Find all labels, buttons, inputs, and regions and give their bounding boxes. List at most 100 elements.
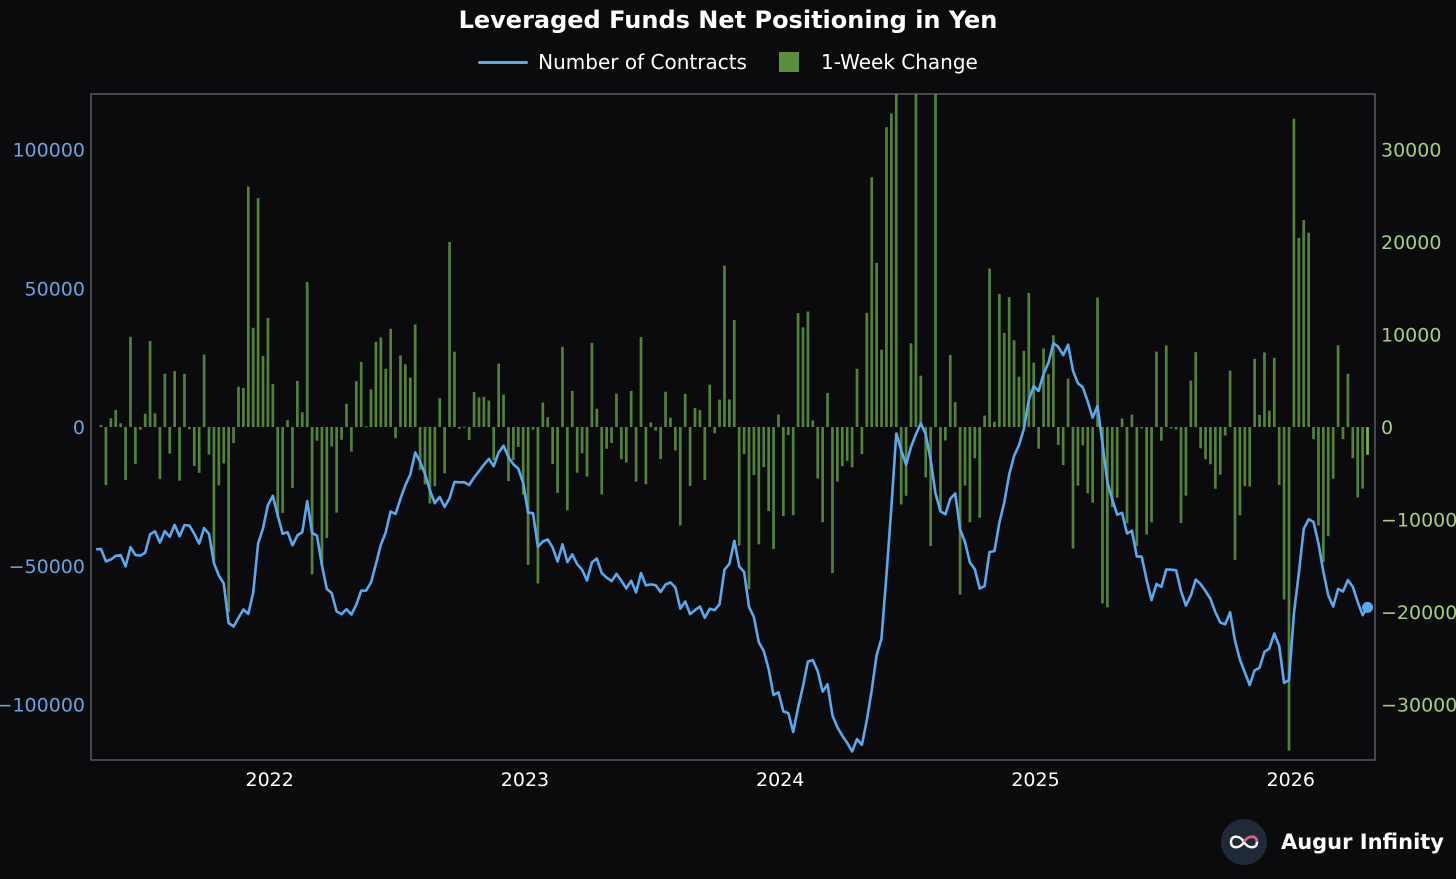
left-axis-tick-label: 100000 — [12, 140, 85, 162]
legend-item-weekly-change[interactable]: 1-Week Change — [778, 50, 978, 74]
legend-bar-swatch — [778, 52, 799, 72]
weekly-change-bar — [796, 313, 800, 427]
weekly-change-bar — [458, 427, 461, 429]
weekly-change-bar — [570, 390, 574, 427]
weekly-change-bar — [1125, 427, 1129, 524]
weekly-change-bar — [782, 427, 785, 516]
weekly-change-bar — [109, 418, 113, 427]
weekly-change-bar — [644, 427, 648, 485]
weekly-change-bar — [266, 317, 270, 427]
weekly-change-bar — [502, 394, 505, 427]
weekly-change-bar — [1307, 232, 1310, 427]
weekly-change-bar — [850, 427, 854, 468]
right-axis-tick-label: 10000 — [1381, 325, 1441, 347]
weekly-change-bar — [620, 427, 623, 460]
weekly-change-bar — [497, 363, 500, 427]
weekly-change-bar — [1258, 414, 1261, 427]
weekly-change-bar — [978, 427, 982, 518]
weekly-change-bar — [453, 351, 456, 427]
right-axis-tick-label: −30000 — [1381, 695, 1456, 717]
weekly-change-bar — [1179, 427, 1183, 524]
contracts-line — [95, 341, 1369, 753]
weekly-change-bar — [114, 410, 118, 427]
weekly-change-bar — [1135, 427, 1139, 547]
weekly-change-bar — [512, 427, 515, 461]
weekly-change-bar — [914, 94, 918, 427]
weekly-change-bar — [1312, 427, 1315, 440]
weekly-change-bar — [948, 354, 952, 427]
right-axis-tick-label: 20000 — [1381, 232, 1441, 254]
weekly-change-bar — [482, 396, 486, 427]
weekly-change-bar — [1017, 376, 1021, 427]
weekly-change-bar — [610, 427, 613, 443]
weekly-change-bar — [296, 380, 299, 427]
weekly-change-bar — [202, 354, 206, 427]
weekly-change-bar — [369, 389, 373, 427]
weekly-change-bar — [664, 391, 667, 427]
weekly-change-bar — [1140, 427, 1144, 429]
left-axis-tick-label: −100000 — [0, 695, 85, 717]
weekly-change-bar — [1263, 352, 1266, 427]
weekly-change-bar — [728, 399, 731, 427]
weekly-change-bar — [1199, 427, 1202, 449]
weekly-change-bar — [232, 427, 235, 444]
brand-name: Augur Infinity — [1280, 830, 1444, 854]
weekly-change-bar — [1302, 220, 1306, 427]
weekly-change-bar — [467, 427, 471, 440]
legend-item-contracts[interactable]: Number of Contracts — [478, 50, 747, 74]
weekly-change-bar — [654, 427, 658, 431]
weekly-change-bar — [762, 427, 766, 468]
weekly-change-bar — [909, 343, 913, 427]
weekly-change-bar — [1101, 427, 1104, 604]
weekly-change-bar — [158, 427, 162, 480]
weekly-change-bar — [256, 198, 260, 427]
weekly-change-bar — [1351, 427, 1355, 459]
weekly-change-bar — [575, 427, 579, 473]
weekly-change-bar — [605, 427, 608, 449]
weekly-change-bar — [723, 265, 726, 427]
right-axis-tick-label: 30000 — [1381, 140, 1441, 162]
left-axis-tick-label: 50000 — [25, 278, 85, 300]
weekly-change-bar — [1238, 427, 1242, 516]
weekly-change-bar — [1012, 340, 1016, 427]
weekly-change-bar — [934, 94, 937, 427]
weekly-change-bar — [207, 427, 211, 455]
weekly-change-bar — [124, 427, 127, 480]
weekly-change-bar — [217, 427, 221, 486]
weekly-change-bar — [271, 383, 275, 427]
weekly-change-bar — [1366, 427, 1369, 455]
weekly-change-bar — [1130, 414, 1134, 427]
weekly-change-bar — [1066, 378, 1070, 427]
weekly-change-bar — [1223, 427, 1227, 436]
weekly-change-bar — [374, 341, 378, 427]
weekly-change-bar — [747, 427, 751, 590]
weekly-change-bar — [526, 427, 530, 565]
weekly-change-bar — [350, 427, 353, 452]
weekly-change-bar — [188, 427, 191, 430]
weekly-change-bar — [875, 262, 878, 427]
weekly-change-bar — [418, 427, 422, 470]
weekly-change-bar — [99, 425, 103, 427]
weekly-change-bar — [197, 427, 201, 473]
weekly-change-bar — [320, 427, 324, 565]
weekly-change-bar — [777, 414, 780, 427]
weekly-change-bar — [212, 427, 216, 563]
weekly-change-bar — [634, 427, 638, 482]
weekly-change-bar — [472, 392, 476, 427]
weekly-change-bar — [1277, 427, 1281, 485]
weekly-change-bar — [1346, 373, 1350, 427]
weekly-change-bar — [1209, 427, 1212, 465]
weekly-change-bar — [330, 427, 334, 447]
weekly-change-bar — [649, 422, 653, 427]
weekly-change-bar — [541, 402, 545, 427]
weekly-change-bar — [615, 393, 618, 427]
plot-frame — [90, 93, 1376, 761]
weekly-change-bar — [1091, 427, 1094, 503]
weekly-change-bar — [1184, 427, 1188, 496]
weekly-change-bar — [345, 403, 348, 427]
weekly-change-bar — [1007, 297, 1011, 427]
weekly-change-bar — [1155, 351, 1158, 427]
weekly-change-bar — [281, 427, 284, 513]
weekly-change-bar — [1297, 237, 1301, 427]
